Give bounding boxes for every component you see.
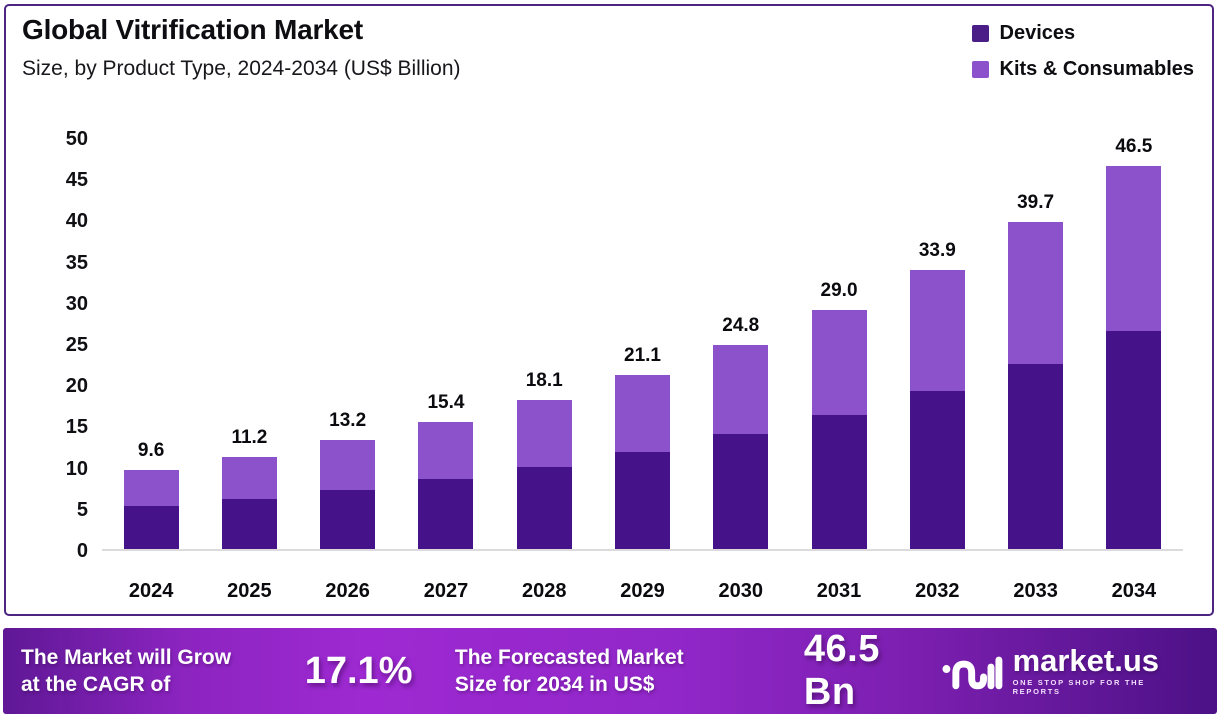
y-tick-label: 25 bbox=[65, 334, 88, 356]
x-tick-label: 2034 bbox=[1111, 580, 1157, 602]
bar-segment bbox=[418, 422, 474, 479]
y-tick-label: 50 bbox=[65, 128, 88, 150]
devices-swatch-icon bbox=[971, 25, 989, 42]
footer-banner: The Market will Grow at the CAGR of 17.1… bbox=[3, 628, 1217, 714]
bar-stack-2032 bbox=[909, 269, 965, 549]
forecast-value: 46.5 Bn bbox=[803, 628, 880, 713]
bar-stack-2030 bbox=[713, 344, 769, 549]
cagr-text: The Market will Grow at the CAGR of bbox=[21, 644, 284, 698]
bar-segment bbox=[615, 451, 670, 549]
legend-label: Kits & Consumables bbox=[999, 58, 1194, 80]
cagr-text-line1: The Market will Grow bbox=[21, 646, 232, 669]
y-tick-label: 35 bbox=[65, 251, 88, 274]
bar-stack-2034 bbox=[1106, 165, 1162, 549]
bar-stack-2025 bbox=[221, 456, 277, 549]
bar-total-label: 21.1 bbox=[624, 345, 661, 367]
x-axis: 2024 2025 2026 2027 2028 2029 2030 2031 2032 2033… bbox=[102, 551, 1183, 609]
cagr-value: 17.1% bbox=[304, 649, 413, 692]
bar-segment bbox=[713, 344, 769, 435]
x-tick-label: 2031 bbox=[816, 580, 862, 602]
bar-segment bbox=[1106, 331, 1162, 549]
brand-block: market.us ONE STOP SHOP FOR THE REPORTS bbox=[941, 643, 1195, 696]
bar-segment bbox=[811, 310, 867, 415]
y-tick-label: 20 bbox=[65, 375, 88, 398]
legend-label: Devices bbox=[999, 22, 1076, 44]
y-tick-label: 0 bbox=[76, 540, 88, 562]
bar-total-label: 13.2 bbox=[329, 410, 367, 432]
bar-stack-2026 bbox=[320, 440, 376, 549]
bar-stack-2033 bbox=[1008, 221, 1064, 549]
bar-segment bbox=[123, 506, 179, 549]
x-tick-label: 2033 bbox=[1013, 580, 1058, 602]
x-tick-label: 2032 bbox=[915, 580, 960, 602]
y-tick-label: 30 bbox=[65, 292, 88, 315]
bar-stack-2031 bbox=[811, 310, 867, 549]
y-tick-label: 45 bbox=[65, 169, 88, 192]
x-tick-label: 2030 bbox=[718, 580, 764, 602]
page-subtitle: Size, by Product Type, 2024-2034 (US$ Bi… bbox=[22, 57, 461, 80]
bar-segment bbox=[713, 434, 769, 549]
bar-segment bbox=[320, 440, 376, 490]
bar-segment bbox=[418, 478, 474, 549]
bar-total-label: 9.6 bbox=[137, 439, 165, 461]
bar-segment bbox=[1008, 221, 1064, 365]
x-tick-label: 2028 bbox=[521, 580, 567, 602]
brand-name: market.us bbox=[1012, 643, 1160, 678]
x-tick-label: 2027 bbox=[423, 580, 469, 602]
bar-segment bbox=[615, 375, 670, 452]
page-title: Global Vitrification Market bbox=[22, 14, 364, 45]
bar-segment bbox=[516, 399, 572, 467]
bar-total-label: 15.4 bbox=[427, 392, 465, 414]
bar-segment bbox=[811, 414, 867, 549]
bar-segment bbox=[909, 390, 965, 549]
plot-area: 9.6 11.2 13.2 15.4 18.1 21.1 24.8 29.0 33.9 39.7 4… bbox=[102, 136, 1183, 551]
forecast-text-line2: Size for 2034 in US$ bbox=[454, 673, 655, 696]
bar-stack-2027 bbox=[418, 422, 474, 549]
bar-stack-2029 bbox=[615, 375, 670, 549]
cagr-text-line2: at the CAGR of bbox=[21, 673, 171, 696]
y-tick-label: 15 bbox=[65, 416, 88, 439]
brand-text: market.us ONE STOP SHOP FOR THE REPORTS bbox=[1012, 643, 1195, 696]
x-tick-label: 2025 bbox=[227, 580, 272, 602]
bar-stack-2024 bbox=[123, 469, 179, 549]
bar-segment bbox=[1008, 364, 1064, 549]
x-tick-label: 2026 bbox=[325, 580, 370, 602]
bar-total-label: 18.1 bbox=[525, 369, 563, 391]
bar-total-label: 46.5 bbox=[1115, 135, 1153, 157]
bar-segment bbox=[221, 456, 277, 499]
x-tick-label: 2029 bbox=[620, 580, 665, 602]
forecast-text: The Forecasted Market Size for 2034 in U… bbox=[455, 644, 752, 698]
bar-segment bbox=[516, 466, 572, 549]
y-tick-label: 40 bbox=[65, 210, 88, 233]
brand-tagline: ONE STOP SHOP FOR THE REPORTS bbox=[1012, 678, 1145, 696]
y-axis: 0 5 10 15 20 25 30 35 40 45 50 bbox=[30, 128, 88, 609]
kits-consumables-swatch-icon bbox=[971, 61, 989, 78]
legend-item-kits-consumables: Kits & Consumables bbox=[971, 58, 1194, 81]
bar-total-label: 11.2 bbox=[231, 426, 268, 448]
bar-stack-2028 bbox=[516, 399, 572, 549]
legend-item-devices: Devices bbox=[971, 22, 1194, 45]
y-tick-label: 10 bbox=[65, 457, 88, 480]
y-tick-label: 5 bbox=[76, 498, 88, 521]
bar-segment bbox=[221, 498, 277, 549]
bar-segment bbox=[320, 489, 376, 549]
bar-segment bbox=[1106, 165, 1162, 332]
bar-total-label: 33.9 bbox=[918, 239, 956, 261]
bar-total-label: 39.7 bbox=[1017, 191, 1055, 213]
forecast-text-line1: The Forecasted Market bbox=[454, 646, 684, 669]
bar-total-label: 29.0 bbox=[820, 280, 858, 302]
stacked-bar-chart: 0 5 10 15 20 25 30 35 40 45 50 9.6 11.2 13.2 15.4 18.1… bbox=[30, 128, 1186, 609]
market-us-logo-icon bbox=[942, 656, 1003, 690]
bar-segment bbox=[123, 469, 179, 507]
legend: Devices Kits & Consumables bbox=[971, 22, 1194, 81]
bar-total-label: 24.8 bbox=[722, 314, 760, 336]
bar-segment bbox=[909, 269, 965, 391]
x-tick-label: 2024 bbox=[128, 580, 174, 602]
